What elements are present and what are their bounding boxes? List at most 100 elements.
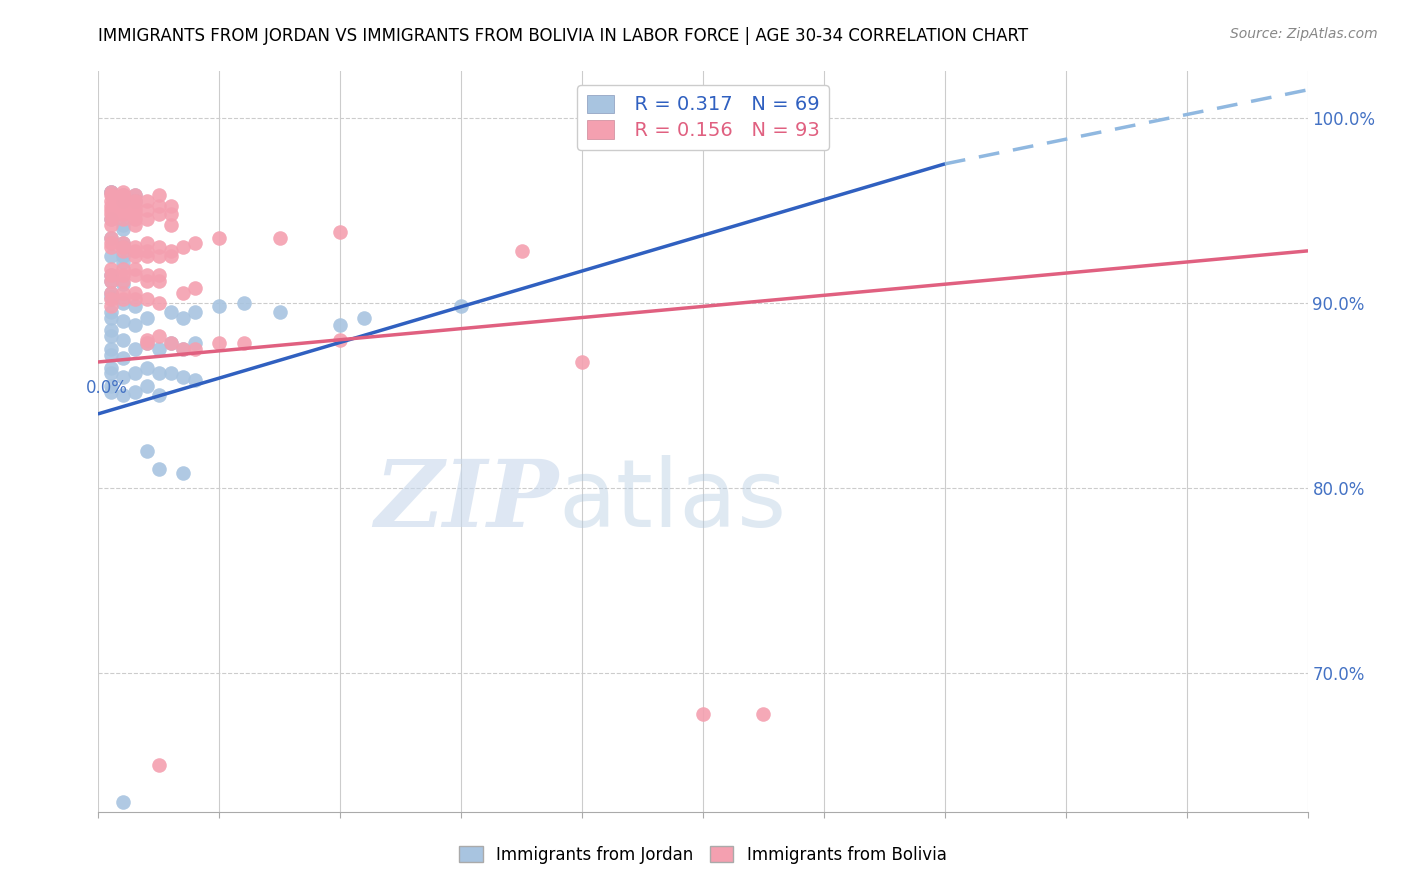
- Point: [100, 268, 122, 282]
- Point: [100, 366, 122, 380]
- Point: [135, 292, 157, 306]
- Point: [124, 207, 146, 221]
- Point: [111, 286, 134, 301]
- Point: [111, 188, 134, 202]
- Point: [172, 466, 194, 480]
- Point: [111, 273, 134, 287]
- Point: [184, 236, 207, 251]
- Point: [111, 194, 134, 208]
- Point: [111, 185, 134, 199]
- Point: [111, 796, 134, 810]
- Point: [135, 360, 157, 375]
- Point: [148, 240, 170, 254]
- Point: [184, 336, 207, 351]
- Point: [111, 207, 134, 221]
- Point: [100, 292, 122, 306]
- Point: [124, 240, 146, 254]
- Point: [100, 185, 122, 199]
- Point: [124, 188, 146, 202]
- Point: [184, 342, 207, 356]
- Point: [111, 236, 134, 251]
- Point: [124, 384, 146, 399]
- Point: [148, 268, 170, 282]
- Point: [208, 231, 231, 245]
- Point: [111, 249, 134, 263]
- Point: [135, 336, 157, 351]
- Point: [232, 336, 254, 351]
- Point: [208, 300, 231, 314]
- Point: [124, 244, 146, 258]
- Point: [111, 203, 134, 218]
- Point: [148, 188, 170, 202]
- Point: [111, 244, 134, 258]
- Point: [135, 203, 157, 218]
- Point: [100, 194, 122, 208]
- Point: [269, 305, 291, 319]
- Point: [148, 366, 170, 380]
- Point: [100, 207, 122, 221]
- Point: [172, 342, 194, 356]
- Point: [111, 212, 134, 227]
- Point: [100, 290, 122, 304]
- Text: IMMIGRANTS FROM JORDAN VS IMMIGRANTS FROM BOLIVIA IN LABOR FORCE | AGE 30-34 COR: IMMIGRANTS FROM JORDAN VS IMMIGRANTS FRO…: [98, 27, 1029, 45]
- Legend: Immigrants from Jordan, Immigrants from Bolivia: Immigrants from Jordan, Immigrants from …: [453, 839, 953, 871]
- Point: [148, 207, 170, 221]
- Point: [100, 379, 122, 393]
- Point: [135, 273, 157, 287]
- Point: [692, 706, 714, 721]
- Point: [148, 295, 170, 310]
- Point: [111, 277, 134, 292]
- Point: [208, 336, 231, 351]
- Point: [148, 388, 170, 402]
- Point: [135, 249, 157, 263]
- Text: ZIP: ZIP: [374, 456, 558, 546]
- Point: [135, 212, 157, 227]
- Point: [111, 351, 134, 366]
- Point: [510, 244, 533, 258]
- Point: [100, 212, 122, 227]
- Point: [124, 194, 146, 208]
- Point: [148, 342, 170, 356]
- Point: [100, 300, 122, 314]
- Point: [111, 194, 134, 208]
- Point: [100, 286, 122, 301]
- Point: [329, 226, 352, 240]
- Point: [100, 218, 122, 232]
- Point: [111, 236, 134, 251]
- Point: [100, 199, 122, 213]
- Point: [124, 292, 146, 306]
- Point: [100, 342, 122, 356]
- Point: [148, 273, 170, 287]
- Point: [124, 268, 146, 282]
- Point: [124, 199, 146, 213]
- Point: [111, 333, 134, 347]
- Point: [124, 262, 146, 277]
- Point: [124, 300, 146, 314]
- Point: [100, 384, 122, 399]
- Point: [135, 236, 157, 251]
- Point: [111, 262, 134, 277]
- Point: [172, 310, 194, 325]
- Point: [172, 240, 194, 254]
- Point: [100, 310, 122, 325]
- Point: [135, 310, 157, 325]
- Point: [172, 342, 194, 356]
- Text: Source: ZipAtlas.com: Source: ZipAtlas.com: [1230, 27, 1378, 41]
- Point: [124, 203, 146, 218]
- Point: [111, 188, 134, 202]
- Point: [100, 347, 122, 361]
- Point: [184, 374, 207, 388]
- Point: [353, 310, 375, 325]
- Point: [124, 188, 146, 202]
- Text: atlas: atlas: [558, 455, 786, 547]
- Point: [135, 194, 157, 208]
- Point: [135, 244, 157, 258]
- Point: [160, 244, 183, 258]
- Point: [100, 305, 122, 319]
- Point: [111, 314, 134, 328]
- Point: [124, 342, 146, 356]
- Point: [135, 379, 157, 393]
- Point: [135, 268, 157, 282]
- Point: [100, 268, 122, 282]
- Point: [329, 333, 352, 347]
